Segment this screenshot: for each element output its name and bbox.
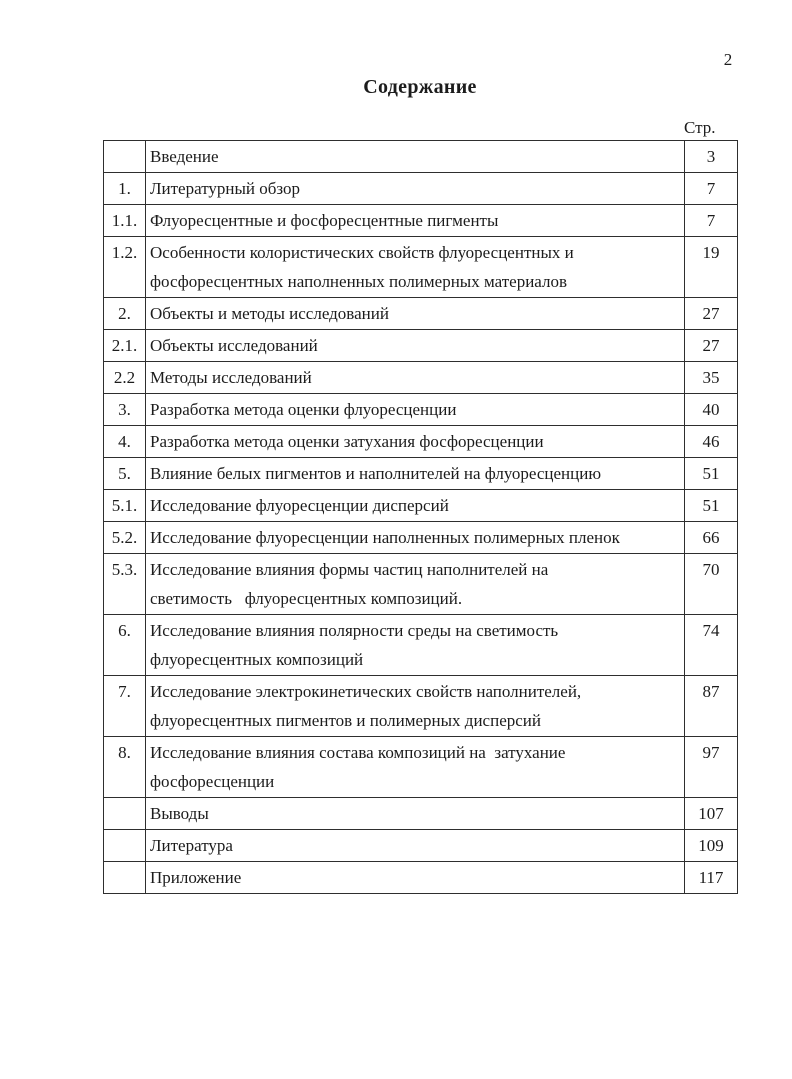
row-title-cell: Исследование влияния формы частиц наполн… [145,553,685,615]
table-row: 5.2. Исследование флуоресценции наполнен… [103,521,738,554]
table-row: 2.2 Методы исследований 35 [103,361,738,394]
row-number-cell: 2.2 [103,361,146,394]
row-number-cell [103,829,146,862]
row-title-cell: Исследование электрокинетических свойств… [145,675,685,737]
row-page-cell: 51 [684,457,738,490]
row-page-cell: 7 [684,204,738,237]
row-number-cell: 8. [103,736,146,798]
row-number-cell: 5. [103,457,146,490]
row-page-cell: 66 [684,521,738,554]
row-title-cell: Исследование флуоресценции наполненных п… [145,521,685,554]
row-title-cell: Объекты и методы исследований [145,297,685,330]
row-page-cell: 46 [684,425,738,458]
row-title-cell: Исследование флуоресценции дисперсий [145,489,685,522]
table-row: 2.1. Объекты исследований 27 [103,329,738,362]
table-row: 4. Разработка метода оценки затухания фо… [103,425,738,458]
table-row: 1.1. Флуоресцентные и фосфоресцентные пи… [103,204,738,237]
page-number: 2 [723,50,733,69]
table-row: 5.3. Исследование влияния формы частиц н… [103,553,738,615]
row-number-cell: 6. [103,614,146,676]
table-row: 6. Исследование влияния полярности среды… [103,614,738,676]
table-row: 5. Влияние белых пигментов и наполнителе… [103,457,738,490]
table-row: 2. Объекты и методы исследований 27 [103,297,738,330]
table-row: 1. Литературный обзор 7 [103,172,738,205]
row-page-cell: 27 [684,329,738,362]
table-row: 7. Исследование электрокинетических свой… [103,675,738,737]
table-row: Литература 109 [103,829,738,862]
row-title-cell: Флуоресцентные и фосфоресцентные пигмент… [145,204,685,237]
row-title-cell: Исследование влияния состава композиций … [145,736,685,798]
row-number-cell [103,140,146,173]
row-title-cell: Литература [145,829,685,862]
row-number-cell [103,861,146,894]
row-title-cell: Введение [145,140,685,173]
row-page-cell: 107 [684,797,738,830]
row-title-cell: Литературный обзор [145,172,685,205]
table-row: 1.2. Особенности колористических свойств… [103,236,738,298]
toc-body: Введение 3 1. Литературный обзор 7 1.1. … [103,140,738,894]
row-number-cell: 7. [103,675,146,737]
row-page-cell: 19 [684,236,738,298]
row-page-cell: 3 [684,140,738,173]
row-number-cell: 5.1. [103,489,146,522]
row-page-cell: 117 [684,861,738,894]
row-title-cell: Разработка метода оценки флуоресценции [145,393,685,426]
row-page-cell: 87 [684,675,738,737]
row-page-cell: 74 [684,614,738,676]
document-title: Содержание [363,76,477,98]
row-number-cell: 2.1. [103,329,146,362]
row-title-cell: Методы исследований [145,361,685,394]
row-page-cell: 97 [684,736,738,798]
table-row: 5.1. Исследование флуоресценции дисперси… [103,489,738,522]
row-page-cell: 70 [684,553,738,615]
row-page-cell: 51 [684,489,738,522]
row-number-cell: 5.2. [103,521,146,554]
row-page-cell: 7 [684,172,738,205]
row-number-cell: 4. [103,425,146,458]
table-row: Приложение 117 [103,861,738,894]
row-title-cell: Влияние белых пигментов и наполнителей н… [145,457,685,490]
row-title-cell: Разработка метода оценки затухания фосфо… [145,425,685,458]
row-page-cell: 27 [684,297,738,330]
table-row: Введение 3 [103,140,738,173]
table-row: 3. Разработка метода оценки флуоресценци… [103,393,738,426]
row-page-cell: 40 [684,393,738,426]
row-number-cell: 1.2. [103,236,146,298]
row-number-cell: 1.1. [103,204,146,237]
row-number-cell [103,797,146,830]
row-title-cell: Объекты исследований [145,329,685,362]
page-column-header: Стр. [684,118,716,137]
row-number-cell: 1. [103,172,146,205]
row-title-cell: Приложение [145,861,685,894]
table-row: Выводы 107 [103,797,738,830]
toc-table: Введение 3 1. Литературный обзор 7 1.1. … [103,140,738,894]
row-number-cell: 2. [103,297,146,330]
row-title-cell: Выводы [145,797,685,830]
row-title-cell: Исследование влияния полярности среды на… [145,614,685,676]
row-page-cell: 35 [684,361,738,394]
table-row: 8. Исследование влияния состава композиц… [103,736,738,798]
row-number-cell: 5.3. [103,553,146,615]
row-page-cell: 109 [684,829,738,862]
row-title-cell: Особенности колористических свойств флуо… [145,236,685,298]
row-number-cell: 3. [103,393,146,426]
